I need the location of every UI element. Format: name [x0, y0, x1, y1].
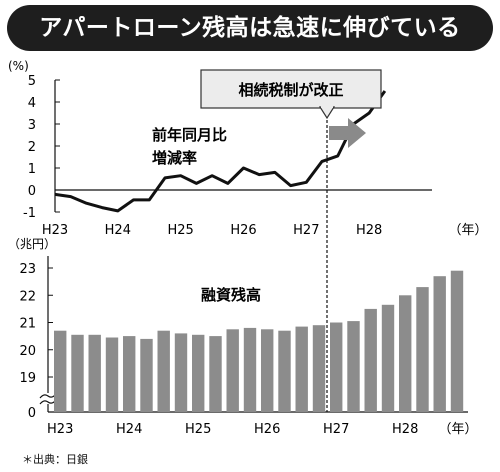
chart-title: アパートローン残高は急速に伸びている	[39, 15, 461, 41]
line-x-unit: （年）	[448, 223, 487, 238]
bar	[123, 336, 136, 412]
callout-box	[200, 69, 382, 109]
bar	[209, 336, 222, 412]
surge-arrow	[329, 118, 366, 148]
line-y-tick-label: 5	[28, 74, 36, 89]
bar-y-tick-label: 22	[19, 289, 36, 304]
line-x-tick-label: H28	[356, 223, 382, 238]
line-series-label: 増減率	[152, 149, 197, 167]
bar	[295, 326, 308, 412]
bar-x-tick-label: H28	[392, 422, 418, 437]
bar	[174, 333, 188, 412]
bar-y-tick-label: 23	[19, 262, 36, 277]
bar-x-tick-label: H24	[116, 422, 142, 437]
line-y-tick-label: -1	[23, 206, 36, 221]
bar	[347, 321, 360, 412]
bar	[312, 325, 326, 412]
line-x-tick-label: H27	[293, 223, 319, 238]
bar-y-tick-label: 19	[19, 371, 36, 386]
bar-y-tick-label: 0	[28, 406, 36, 421]
bar	[416, 287, 429, 412]
bar	[261, 329, 274, 412]
bar	[243, 327, 257, 412]
bar	[399, 295, 412, 413]
axis-break-mark	[39, 393, 57, 405]
bar	[105, 337, 119, 412]
bar-series-label: 融資残高	[201, 286, 261, 304]
line-x-tick-label: H24	[105, 223, 131, 238]
line-x-tick-label: H25	[168, 223, 194, 238]
bar-x-tick-label: H26	[254, 422, 280, 437]
bar	[88, 334, 101, 412]
line-y-tick-label: 2	[28, 140, 36, 155]
bar	[433, 276, 446, 412]
bar	[140, 338, 153, 412]
bar-unit-label: （兆円）	[8, 237, 56, 251]
bar	[330, 322, 343, 412]
bar	[364, 308, 377, 412]
bar-x-unit: （年）	[438, 422, 477, 437]
bar	[54, 330, 67, 412]
bar	[226, 329, 239, 412]
bar-x-tick-label: H23	[47, 422, 73, 437]
line-series	[54, 90, 387, 213]
line-y-tick-label: 4	[28, 96, 36, 111]
line-series-label: 前年同月比	[152, 126, 227, 144]
bar	[157, 330, 170, 412]
bar-x-tick-label: H25	[185, 422, 211, 437]
bar	[381, 304, 395, 412]
line-x-tick-label: H23	[42, 223, 68, 238]
bar-x-tick-label: H27	[323, 422, 349, 437]
bar	[450, 270, 464, 412]
bar	[278, 330, 291, 412]
bar	[71, 334, 84, 412]
line-y-tick-label: 0	[28, 184, 36, 199]
callout-text: 相続税制が改正	[238, 81, 343, 99]
callout-pointer	[318, 106, 336, 120]
line-y-tick-label: 3	[28, 118, 36, 133]
line-unit-label: (%)	[8, 59, 29, 73]
bar-y-tick-label: 20	[19, 344, 36, 359]
source-note: ＊出典：日銀	[22, 453, 88, 466]
bar	[192, 334, 205, 412]
line-x-tick-label: H26	[230, 223, 256, 238]
title-banner: アパートローン残高は急速に伸びている	[7, 5, 493, 51]
line-y-tick-label: 1	[28, 162, 36, 177]
bar-y-tick-label: 21	[19, 317, 36, 332]
